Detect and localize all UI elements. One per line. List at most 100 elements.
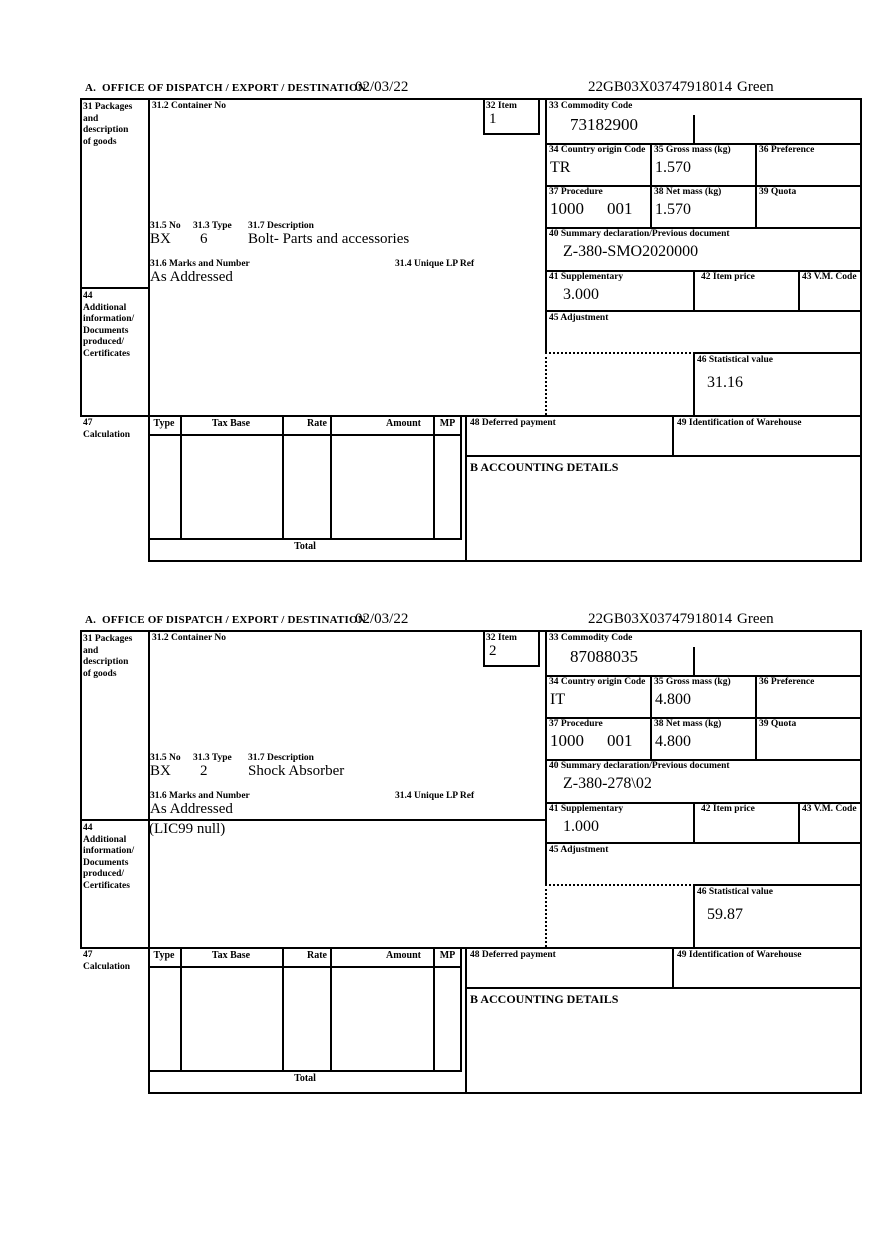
box46-statistical-label: 46 Statistical value — [697, 887, 773, 897]
calc-total-label: Total — [294, 1073, 316, 1084]
divider-line — [693, 352, 695, 415]
box31-2-container-label: 31.2 Container No — [152, 101, 226, 111]
divider-line — [433, 947, 435, 1070]
country-origin-value: IT — [550, 691, 566, 708]
declaration-reference: 22GB03X03747918014 — [588, 79, 733, 95]
calc-col-amount: Amount — [385, 418, 421, 429]
box31-2-container-label: 31.2 Container No — [152, 633, 226, 643]
divider-line — [80, 98, 82, 415]
packages-type-value: 2 — [200, 763, 208, 779]
box31-6-marks-label: 31.6 Marks and Number — [150, 259, 250, 269]
divider-line — [693, 647, 695, 675]
divider-line — [545, 759, 862, 761]
divider-line — [148, 560, 862, 562]
statistical-value: 31.16 — [707, 374, 743, 391]
divider-line — [148, 434, 462, 436]
box31-4-unique-lp-label: 31.4 Unique LP Ref — [395, 259, 475, 269]
divider-line — [693, 884, 695, 947]
packages-no-value: BX — [150, 763, 171, 779]
divider-line — [148, 1070, 462, 1072]
box35-gross-mass-label: 35 Gross mass (kg) — [654, 145, 731, 155]
divider-line — [80, 630, 862, 632]
box35-gross-mass-label: 35 Gross mass (kg) — [654, 677, 731, 687]
box31-packages-label: 31 Packages and description of goods — [83, 102, 133, 147]
box31-6-marks-label: 31.6 Marks and Number — [150, 791, 250, 801]
box48-deferred-payment-label: 48 Deferred payment — [470, 418, 556, 428]
box38-net-mass-label: 38 Net mass (kg) — [654, 187, 722, 197]
commodity-code-value: 73182900 — [570, 115, 638, 134]
box41-supplementary-label: 41 Supplementary — [549, 272, 624, 282]
box33-commodity-label: 33 Commodity Code — [549, 101, 633, 111]
box40-summary-label: 40 Summary declaration/Previous document — [549, 761, 730, 771]
item-number-value: 2 — [489, 643, 497, 659]
divider-line — [148, 538, 462, 540]
divider-line — [545, 802, 862, 804]
box31-7-description-label: 31.7 Description — [248, 221, 314, 231]
divider-line — [545, 98, 547, 352]
box36-preference-label: 36 Preference — [759, 677, 815, 687]
summary-declaration-value: Z-380-278\02 — [563, 775, 652, 792]
goods-description-value: Bolt- Parts and accessories — [248, 231, 410, 247]
box43-vm-code-label: 43 V.M. Code — [802, 272, 857, 282]
divider-line — [148, 98, 150, 562]
dotted-divider-line — [545, 884, 547, 947]
divider-line — [545, 270, 862, 272]
summary-declaration-value: Z-380-SMO2020000 — [563, 243, 699, 260]
divider-line — [483, 133, 540, 135]
box31-7-description-label: 31.7 Description — [248, 753, 314, 763]
routing-indicator: Green — [737, 611, 774, 627]
divider-line — [798, 802, 800, 842]
accounting-details-label: B ACCOUNTING DETAILS — [470, 992, 619, 1006]
gross-mass-value: 4.800 — [655, 691, 691, 708]
divider-line — [693, 115, 695, 143]
divider-line — [483, 665, 540, 667]
divider-line — [545, 675, 862, 677]
box49-warehouse-label: 49 Identification of Warehouse — [677, 950, 802, 960]
divider-line — [672, 415, 674, 455]
box36-preference-label: 36 Preference — [759, 145, 815, 155]
calc-total-label: Total — [294, 541, 316, 552]
divider-line — [80, 287, 148, 289]
box31-5-no-label: 31.5 No — [150, 221, 181, 231]
divider-line — [80, 947, 862, 949]
box40-summary-label: 40 Summary declaration/Previous document — [549, 229, 730, 239]
item-number-value: 1 — [489, 111, 497, 127]
divider-line — [330, 947, 332, 1070]
calc-col-rate: Rate — [307, 418, 327, 429]
divider-line — [483, 630, 485, 665]
divider-line — [545, 143, 862, 145]
goods-description-value: Shock Absorber — [248, 763, 345, 779]
box34-country-label: 34 Country origin Code — [549, 677, 646, 687]
divider-line — [672, 947, 674, 987]
divider-line — [148, 966, 462, 968]
box42-item-price-label: 42 Item price — [701, 804, 755, 814]
box49-warehouse-label: 49 Identification of Warehouse — [677, 418, 802, 428]
box31-4-unique-lp-label: 31.4 Unique LP Ref — [395, 791, 475, 801]
calc-col-tax-base: Tax Base — [211, 950, 251, 961]
statistical-value: 59.87 — [707, 906, 743, 923]
divider-line — [545, 310, 862, 312]
box46-statistical-label: 46 Statistical value — [697, 355, 773, 365]
calc-col-amount: Amount — [385, 950, 421, 961]
divider-line — [693, 884, 862, 886]
accounting-details-label: B ACCOUNTING DETAILS — [470, 460, 619, 474]
declaration-reference: 22GB03X03747918014 — [588, 611, 733, 627]
divider-line — [80, 415, 862, 417]
box32-item-label: 32 Item — [486, 101, 517, 111]
supplementary-units-value: 3.000 — [563, 286, 599, 303]
office-of-dispatch-label: A. OFFICE OF DISPATCH / EXPORT / DESTINA… — [85, 614, 366, 626]
commodity-code-value: 87088035 — [570, 647, 638, 666]
divider-line — [282, 947, 284, 1070]
divider-line — [180, 947, 182, 1070]
gross-mass-value: 1.570 — [655, 159, 691, 176]
box38-net-mass-label: 38 Net mass (kg) — [654, 719, 722, 729]
net-mass-value: 4.800 — [655, 733, 691, 750]
marks-and-number-value: As Addressed — [150, 269, 233, 285]
declaration-item-block: A. OFFICE OF DISPATCH / EXPORT / DESTINA… — [80, 79, 862, 562]
calc-col-rate: Rate — [307, 950, 327, 961]
routing-indicator: Green — [737, 79, 774, 95]
box32-item-label: 32 Item — [486, 633, 517, 643]
divider-line — [80, 98, 862, 100]
box37-procedure-label: 37 Procedure — [549, 719, 603, 729]
